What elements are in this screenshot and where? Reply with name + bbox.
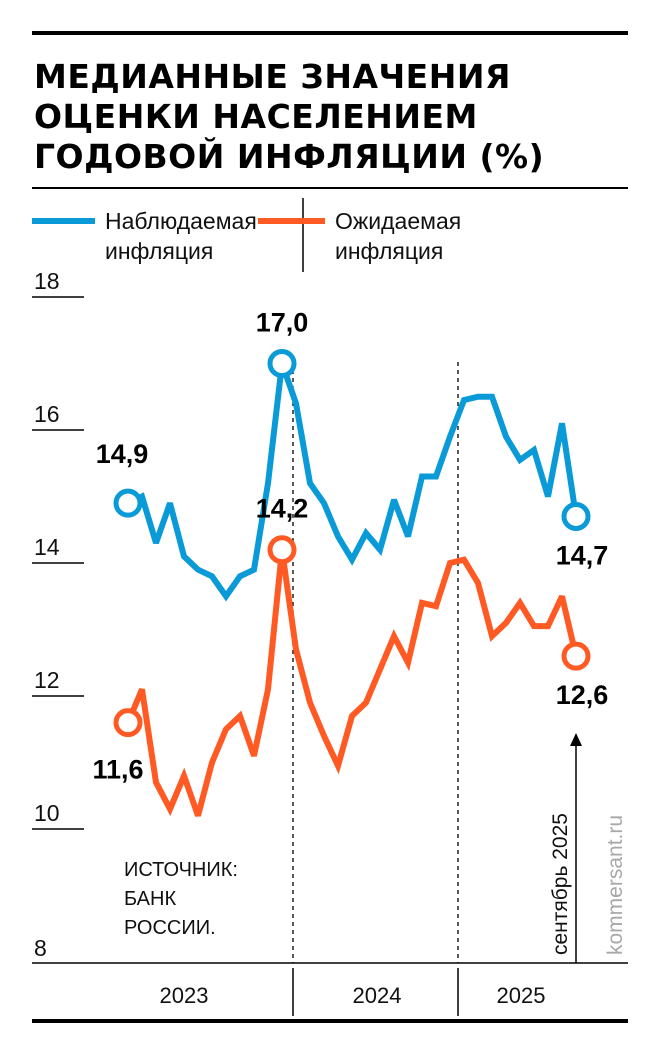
highlight-marker: [113, 708, 143, 738]
data-label: 14,7: [556, 540, 609, 570]
year-label-2024: 2024: [353, 983, 402, 1008]
year-dividers: [292, 362, 459, 1016]
highlight-marker: [561, 641, 591, 671]
source-note: ИСТОЧНИК: БАНК РОССИИ.: [124, 859, 238, 939]
legend: Наблюдаемая инфляция Ожидаемая инфляция: [32, 198, 461, 272]
highlight-marker: [267, 535, 297, 565]
y-tick-label: 12: [34, 667, 60, 693]
chart-title-line-2: ОЦЕНКИ НАСЕЛЕНИЕМ: [34, 97, 478, 136]
source-line-2: БАНК: [124, 888, 176, 910]
y-tick-label: 18: [34, 268, 60, 294]
highlight-marker: [113, 488, 143, 518]
source-line-3: РОССИИ.: [124, 917, 216, 939]
legend-label-expected-2: инфляция: [335, 238, 443, 264]
data-label: 12,6: [556, 680, 609, 710]
legend-label-observed-2: инфляция: [105, 238, 213, 264]
data-label: 17,0: [256, 308, 309, 338]
year-label-2025: 2025: [497, 983, 546, 1008]
series-layer: [125, 362, 579, 817]
y-tick-label: 14: [34, 534, 60, 560]
legend-label-observed-1: Наблюдаемая: [105, 208, 257, 234]
y-tick-label: 16: [34, 401, 60, 427]
chart-title-line-1: МЕДИАННЫЕ ЗНАЧЕНИЯ: [34, 57, 511, 96]
series-line-1: [125, 549, 579, 817]
y-tick-label: 8: [34, 935, 47, 961]
year-label-2023: 2023: [160, 983, 209, 1008]
y-axis: 8 10 12 14 16 18: [32, 268, 84, 961]
highlight-marker: [561, 501, 591, 531]
source-line-1: ИСТОЧНИК:: [124, 859, 238, 881]
arrow-head-icon: [570, 733, 582, 746]
y-tick-label: 10: [34, 800, 60, 826]
legend-label-expected-1: Ожидаемая: [335, 208, 461, 234]
data-label: 11,6: [92, 755, 143, 785]
data-label: 14,9: [96, 439, 149, 469]
data-label: 14,2: [256, 494, 309, 524]
brand-watermark: kommersant.ru: [604, 815, 627, 955]
series-line-0: [126, 362, 579, 602]
marker-note: сентябрь 2025: [549, 813, 572, 955]
data-labels: 14,9 17,0 14,7 11,6 14,2 12,6: [92, 308, 608, 785]
chart-title-line-3: ГОДОВОЙ ИНФЛЯЦИИ (%): [34, 136, 544, 176]
highlight-marker: [267, 349, 297, 378]
